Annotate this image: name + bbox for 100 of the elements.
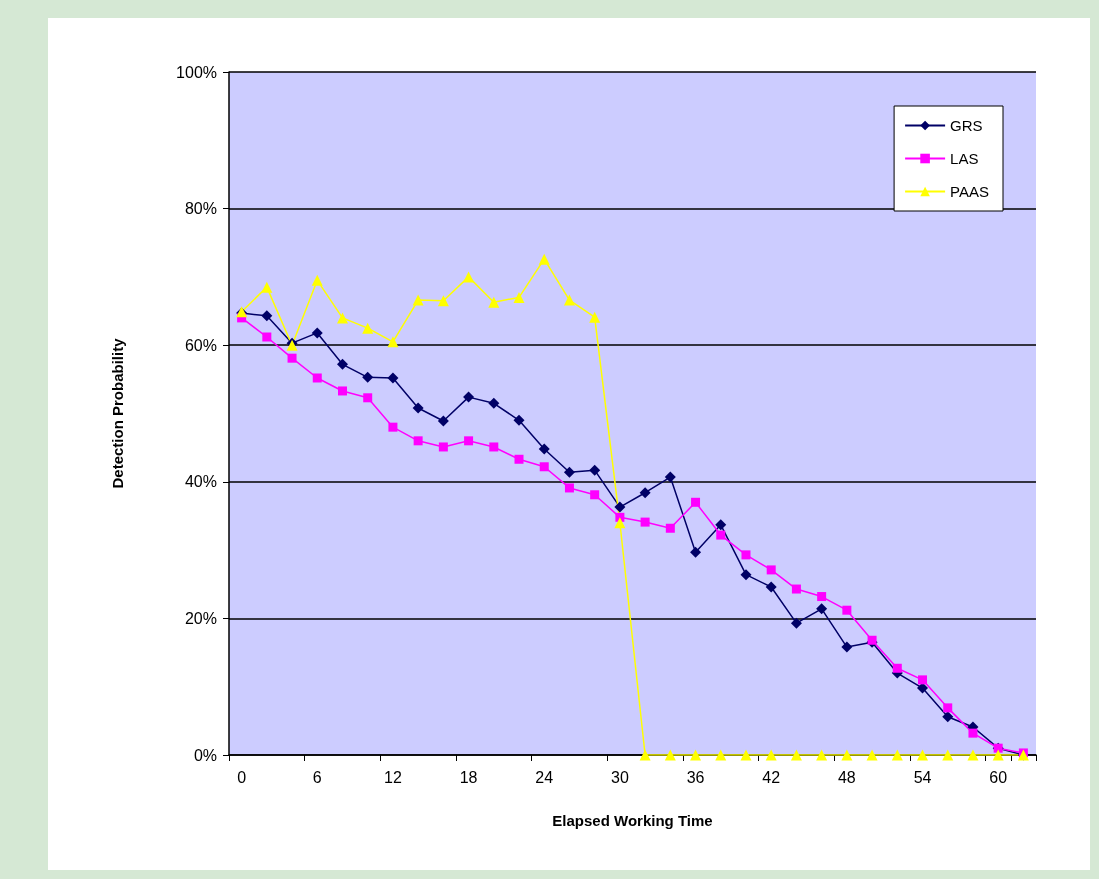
point [639, 487, 651, 499]
point [590, 490, 600, 500]
point [463, 271, 475, 283]
point [690, 546, 702, 558]
point [311, 327, 323, 339]
point [766, 565, 776, 575]
point [514, 454, 524, 464]
point [337, 386, 347, 396]
x-tick-label: 12 [384, 768, 402, 786]
point [765, 581, 777, 593]
point [513, 414, 525, 426]
point [765, 749, 777, 761]
point [614, 517, 626, 529]
point [488, 296, 500, 308]
x-tick-label: 0 [237, 768, 247, 786]
point [513, 291, 525, 303]
point [741, 550, 751, 560]
point [336, 312, 348, 324]
point [437, 415, 449, 427]
point [943, 703, 953, 713]
point [841, 641, 853, 653]
point [942, 749, 954, 761]
point [312, 373, 322, 383]
point [412, 402, 424, 414]
point [287, 353, 297, 363]
y-tick-label: 60% [184, 336, 217, 354]
point [413, 436, 423, 446]
point [790, 749, 802, 761]
point [841, 749, 853, 761]
point [387, 372, 399, 384]
point [691, 497, 701, 507]
point [664, 471, 676, 483]
x-tick-label: 36 [686, 768, 705, 786]
point [464, 436, 474, 446]
point [438, 442, 448, 452]
point [387, 336, 399, 348]
point [261, 310, 273, 322]
point [740, 569, 752, 581]
point [589, 464, 601, 476]
point [261, 281, 273, 293]
y-tick-label: 100% [176, 63, 217, 81]
point [336, 358, 348, 370]
point [942, 711, 954, 723]
x-tick-label: 30 [610, 768, 629, 786]
point [891, 749, 903, 761]
point [690, 749, 702, 761]
point [412, 294, 424, 306]
point [715, 519, 727, 531]
point [917, 749, 929, 761]
y-tick-label: 20% [184, 609, 217, 627]
point [563, 294, 575, 306]
x-tick-label: 60 [989, 768, 1008, 786]
point [388, 422, 398, 432]
point [715, 749, 727, 761]
x-tick-label: 18 [459, 768, 478, 786]
y-tick-label: 40% [184, 473, 217, 491]
x-tick-label: 24 [535, 768, 554, 786]
point [489, 442, 499, 452]
point [992, 749, 1004, 761]
point [816, 749, 828, 761]
point [614, 501, 626, 513]
point [892, 663, 902, 673]
legend-label: LAS [950, 150, 979, 167]
point [538, 253, 550, 265]
point [716, 530, 726, 540]
point [538, 443, 550, 455]
point [791, 584, 801, 594]
x-tick-label: 48 [837, 768, 856, 786]
point [563, 466, 575, 478]
point [311, 274, 323, 286]
point [842, 605, 852, 615]
point [866, 749, 878, 761]
point [664, 749, 676, 761]
point [262, 332, 272, 342]
point [640, 517, 650, 527]
point [564, 483, 574, 493]
point [362, 322, 374, 334]
x-tick-label: 42 [762, 768, 781, 786]
point [539, 462, 549, 472]
point [665, 523, 675, 533]
y-tick-label: 80% [184, 200, 217, 218]
point [363, 393, 373, 403]
legend-label: PAAS [950, 183, 989, 200]
x-axis-title: Elapsed Working Time [552, 812, 713, 829]
x-tick-label: 6 [312, 768, 322, 786]
point [639, 749, 651, 761]
point [968, 728, 978, 738]
point [362, 371, 374, 383]
point [437, 295, 449, 307]
point [790, 617, 802, 629]
point [967, 749, 979, 761]
legend-label: GRS [950, 117, 983, 134]
point [740, 749, 752, 761]
y-axis-title: Detection Probability [109, 337, 126, 489]
y-tick-label: 0% [193, 746, 217, 764]
point [816, 603, 828, 615]
point [918, 675, 928, 685]
x-tick-label: 54 [913, 768, 932, 786]
point [488, 397, 500, 409]
point [589, 311, 601, 323]
